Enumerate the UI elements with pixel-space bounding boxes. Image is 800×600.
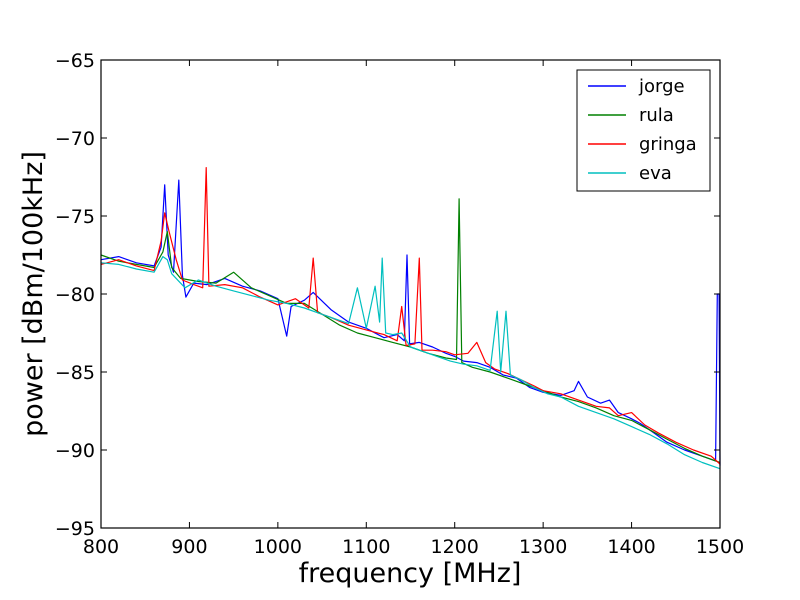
y-tick-label: −65 xyxy=(55,50,95,72)
y-axis-label: power [dBm/100kHz] xyxy=(18,151,49,437)
legend-box xyxy=(576,69,711,192)
series-line-rula xyxy=(100,198,721,464)
y-tick-label: −75 xyxy=(55,206,95,228)
legend-label-rula: rula xyxy=(639,105,674,126)
y-tick-label: −95 xyxy=(55,518,95,540)
series-line-eva xyxy=(100,256,721,470)
x-tick-label: 1200 xyxy=(431,536,479,558)
y-tick-label: −90 xyxy=(55,440,95,462)
x-tick-label: 900 xyxy=(171,536,207,558)
y-tick-label: −85 xyxy=(55,362,95,384)
legend-label-gringa: gringa xyxy=(639,134,697,155)
plot-lines xyxy=(100,167,721,470)
x-axis-ticks: 800 900 1000 1100 1200 1300 1400 1500 xyxy=(83,60,744,558)
x-tick-label: 1100 xyxy=(342,536,390,558)
series-line-jorge xyxy=(100,179,721,466)
legend: jorge rula gringa eva xyxy=(576,69,711,192)
x-tick-label: 800 xyxy=(83,536,119,558)
legend-label-jorge: jorge xyxy=(638,76,685,97)
x-tick-label: 1400 xyxy=(607,536,655,558)
x-axis-label: frequency [MHz] xyxy=(299,558,522,589)
y-tick-label: −70 xyxy=(55,128,95,150)
y-tick-label: −80 xyxy=(55,284,95,306)
x-tick-label: 1500 xyxy=(696,536,744,558)
x-tick-label: 1300 xyxy=(519,536,567,558)
y-axis-ticks: −95 −90 −85 −80 −75 −70 −65 xyxy=(55,50,720,540)
legend-label-eva: eva xyxy=(639,163,672,184)
x-tick-label: 1000 xyxy=(254,536,302,558)
